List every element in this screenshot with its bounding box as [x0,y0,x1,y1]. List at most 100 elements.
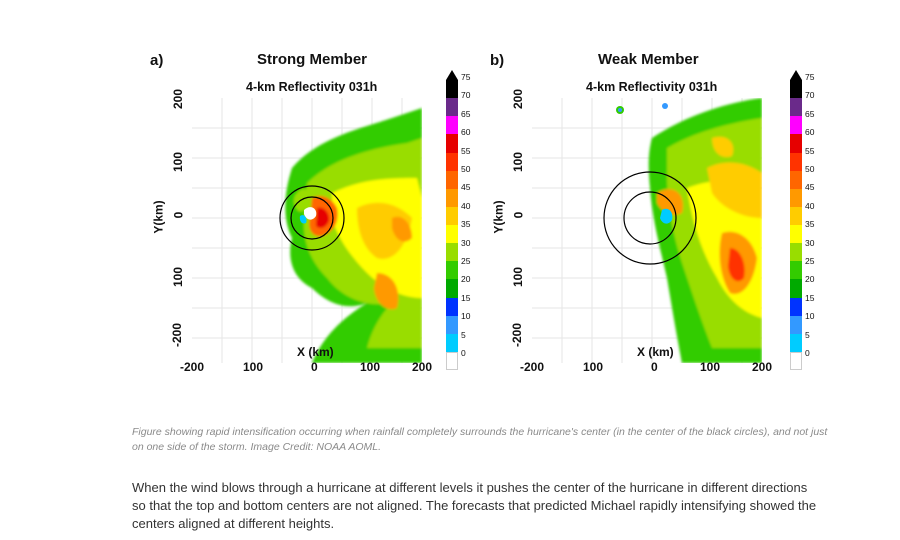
colorbar-tick-label: 10 [461,311,471,322]
colorbar-segment [446,279,458,298]
colorbar-segment [446,116,458,135]
colorbar-tick-label: 20 [461,274,471,285]
colorbar-tick-label: 30 [461,237,471,248]
colorbar-tick-label: 40 [805,200,815,211]
colorbar-segment [790,315,802,334]
panel-title: Strong Member [257,51,368,68]
panel-letter: b) [490,52,505,69]
y-tick: 100 [511,266,526,288]
colorbar-segment [446,261,458,280]
colorbar-segment [790,297,802,316]
colorbar-tick-label: 20 [805,274,815,285]
colorbar-segment [790,279,802,298]
reflectivity-map [192,98,422,363]
panel-letter: a) [150,52,164,69]
panel-subtitle: 4-km Reflectivity 031h [246,80,378,94]
colorbar-tick-label: 5 [805,329,810,340]
colorbar-segment [790,80,802,99]
colorbar-tick-label: 55 [461,145,471,156]
y-tick: 200 [171,88,186,110]
colorbar-segment [446,80,458,99]
colorbar-tick-label: 25 [461,256,471,266]
colorbar-tick-label: 40 [461,200,471,211]
colorbar-tick-label: 70 [805,90,815,101]
figure: a) Strong Member 4-km Reflectivity 031h … [150,0,830,400]
colorbar-segment [446,315,458,334]
colorbar-tick-label: 70 [461,90,471,101]
colorbar-tick-label: 15 [461,292,471,303]
panel-subtitle: 4-km Reflectivity 031h [586,80,718,94]
colorbar-segment [446,188,458,207]
colorbar-arrow [790,70,802,80]
x-tick: 200 [752,360,773,374]
colorbar-arrow [446,70,458,80]
colorbar-segment [790,351,802,370]
colorbar-tick-label: 5 [461,329,466,340]
x-tick: -200 [180,360,205,374]
colorbar-tick-label: 0 [461,348,466,358]
y-axis-label: Y(km) [151,200,166,234]
x-tick: 0 [651,360,658,374]
colorbar-tick-label: 35 [805,219,815,230]
figure-caption: Figure showing rapid intensification occ… [132,425,828,453]
panel-weak-member: b) Weak Member 4-km Reflectivity 031h 20… [490,0,830,400]
y-tick: 100 [171,151,186,173]
y-axis-label: Y(km) [491,200,506,234]
colorbar-segment [790,98,802,117]
panel-strong-member: a) Strong Member 4-km Reflectivity 031h … [150,0,490,400]
x-tick: 100 [243,360,264,374]
colorbar [790,70,802,370]
colorbar-tick-label: 35 [461,219,471,230]
reflectivity-map [532,98,762,363]
x-tick: 0 [311,360,318,374]
colorbar-tick-label: 50 [461,164,471,174]
colorbar-segment [446,333,458,352]
colorbar-tick-label: 25 [805,256,815,266]
y-tick: 100 [171,266,186,288]
colorbar-segment [446,297,458,316]
article-paragraph: When the wind blows through a hurricane … [132,480,817,531]
colorbar-segment [446,243,458,262]
y-tick: 200 [511,88,526,110]
colorbar-tick-label: 30 [805,237,815,248]
colorbar-tick-label: 65 [805,108,815,119]
colorbar-tick-label: 10 [805,311,815,322]
x-tick: 200 [412,360,433,374]
colorbar-segment [446,134,458,153]
x-tick: 100 [700,360,721,374]
colorbar-segment [790,188,802,207]
colorbar-ticks: 75 70 65 60 55 50 45 40 35 30 25 20 15 10 5 0 [461,72,481,372]
colorbar-segment [790,152,802,171]
colorbar-segment [446,152,458,171]
colorbar-segment [790,225,802,244]
colorbar-tick-label: 50 [805,164,815,174]
y-tick: 100 [511,151,526,173]
colorbar-segment [446,98,458,117]
colorbar-segment [790,261,802,280]
colorbar-segment [790,134,802,153]
colorbar-segment [446,351,458,370]
colorbar-tick-label: 65 [461,108,471,119]
y-tick: 0 [511,211,526,219]
colorbar-tick-label: 60 [461,127,471,138]
colorbar-segment [446,225,458,244]
colorbar-tick-label: 75 [461,72,471,82]
colorbar-segment [446,206,458,225]
x-axis-label: X (km) [297,345,334,359]
colorbar-tick-label: 15 [805,292,815,303]
x-tick: 100 [360,360,381,374]
colorbar-segment [446,170,458,189]
colorbar-tick-label: 45 [461,182,471,193]
colorbar-segment [790,333,802,352]
x-tick: 100 [583,360,604,374]
x-tick: -200 [520,360,545,374]
y-tick: -200 [510,322,525,348]
colorbar-segment [790,170,802,189]
y-tick: -200 [170,322,185,348]
colorbar-tick-label: 0 [805,348,810,358]
colorbar-tick-label: 45 [805,182,815,193]
panel-title: Weak Member [598,51,699,68]
colorbar-segment [790,243,802,262]
colorbar-ticks: 75 70 65 60 55 50 45 40 35 30 25 20 15 10 5 0 [805,72,825,372]
colorbar-tick-label: 75 [805,72,815,82]
